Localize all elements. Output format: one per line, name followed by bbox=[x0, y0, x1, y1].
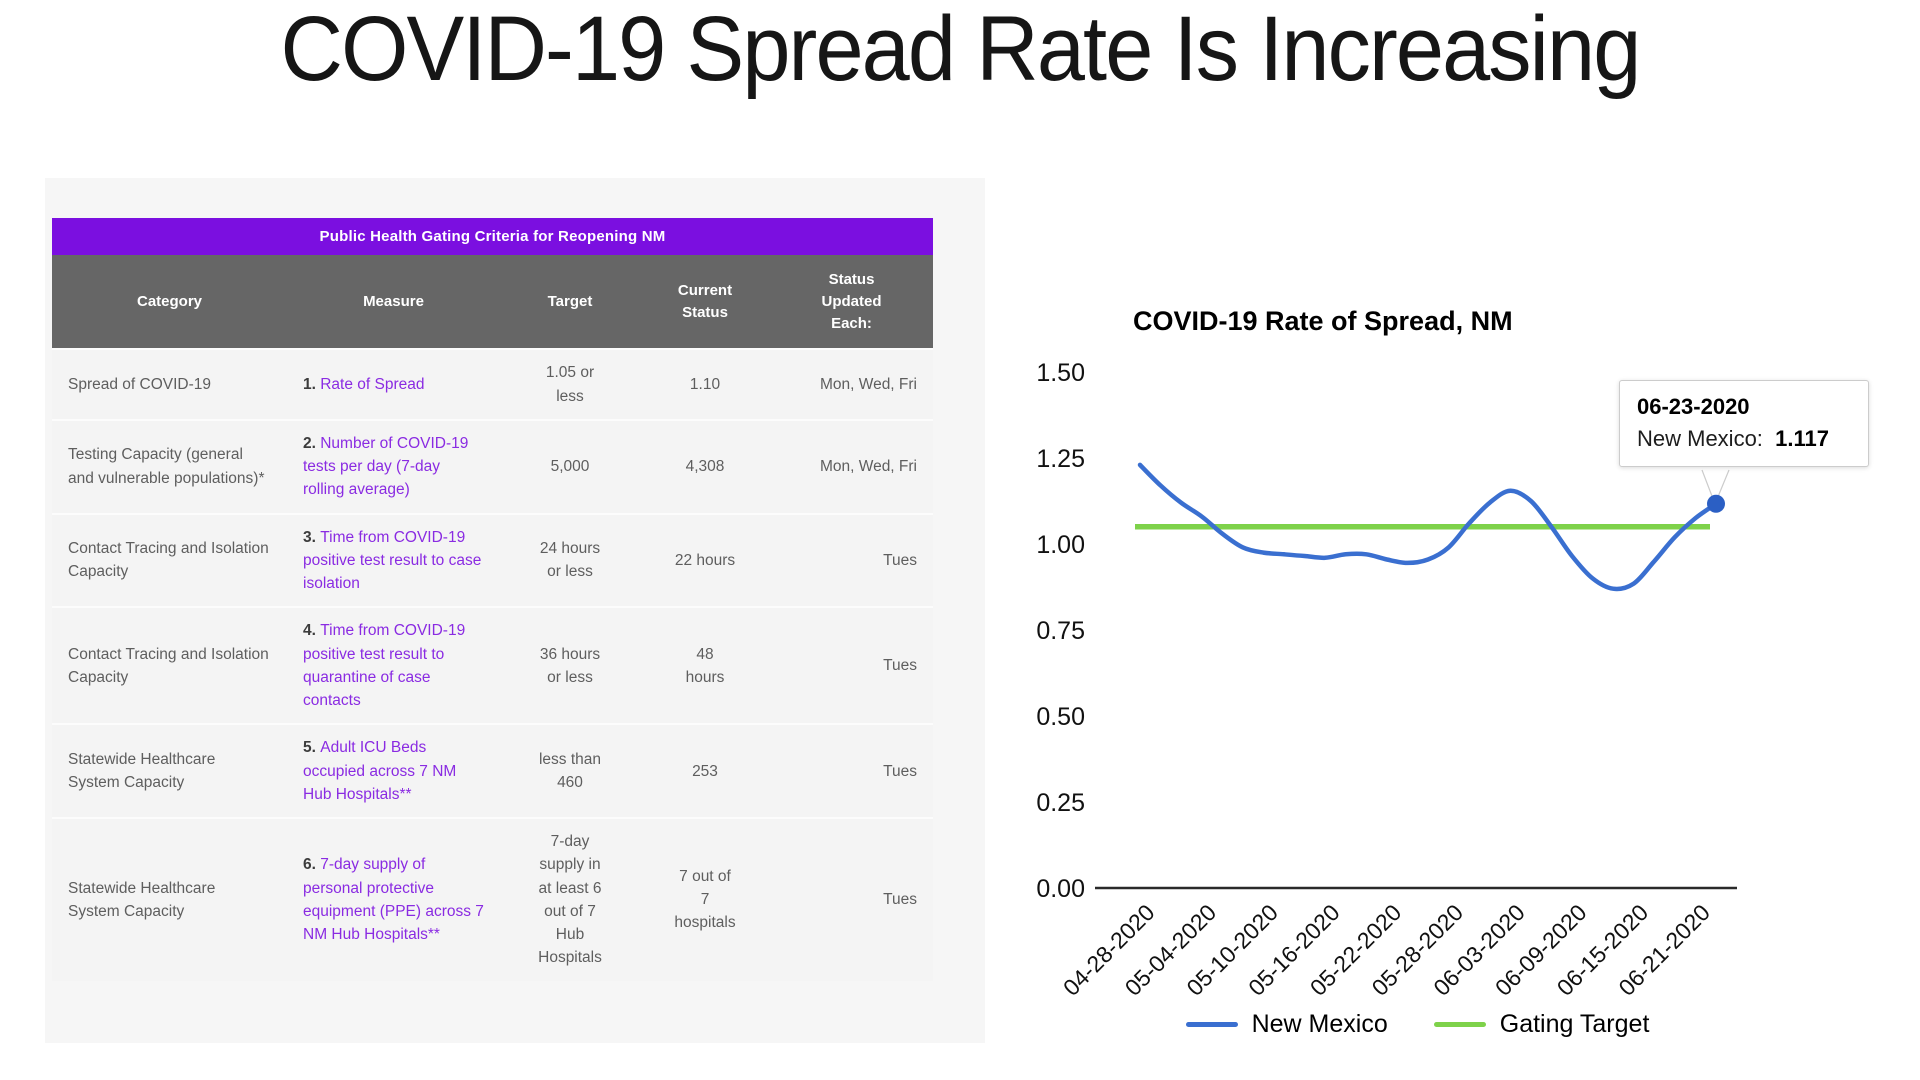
target-cell: 24 hours or less bbox=[500, 512, 640, 608]
legend-label: Gating Target bbox=[1499, 1010, 1650, 1038]
table-row: Contact Tracing and Isolation Capacity 3.… bbox=[52, 512, 933, 608]
updated-cell: Tues bbox=[770, 512, 933, 608]
current-status-cell: 253 bbox=[640, 723, 770, 818]
measure-number: 3. bbox=[303, 528, 321, 546]
table-row: Spread of COVID-19 1. Rate of Spread 1.05 … bbox=[52, 348, 933, 420]
updated-cell: Tues bbox=[770, 723, 933, 818]
target-cell: 36 hours or less bbox=[500, 606, 640, 725]
current-status-cell: 1.10 bbox=[640, 348, 770, 420]
current-status-cell: 4,308 bbox=[640, 418, 770, 514]
measure-link[interactable]: Rate of Spread bbox=[320, 375, 425, 393]
measure-link[interactable]: Time from COVID-19 positive test result … bbox=[303, 622, 466, 709]
table-row: Statewide Healthcare System Capacity 6. 7… bbox=[52, 817, 933, 981]
legend-item: New Mexico bbox=[1185, 1010, 1388, 1039]
y-tick-label: 1.00 bbox=[1036, 531, 1085, 559]
measure-link[interactable]: 7-day supply of personal protective equi… bbox=[303, 856, 484, 943]
y-tick-label: 0.00 bbox=[1036, 875, 1085, 903]
current-status-cell: 7 out of 7 hospitals bbox=[640, 817, 770, 981]
slide-title: COVID-19 Spread Rate Is Increasing bbox=[280, 0, 1642, 100]
tooltip-series-label: New Mexico: bbox=[1637, 426, 1763, 451]
chart-legend: New Mexico Gating Target bbox=[1095, 1010, 1740, 1039]
tooltip-series-line: New Mexico: 1.117 bbox=[1637, 426, 1851, 452]
target-cell: 7-day supply in at least 6 out of 7 Hub … bbox=[500, 817, 640, 981]
current-status-cell: 22 hours bbox=[640, 512, 770, 608]
table-header-row: Category Measure Target Current Status S… bbox=[52, 255, 933, 350]
measure-link[interactable]: Adult ICU Beds occupied across 7 NM Hub … bbox=[303, 739, 457, 803]
col-header-target: Target bbox=[500, 255, 640, 350]
measure-cell: 4. Time from COVID-19 positive test resu… bbox=[287, 606, 500, 725]
data-point-marker[interactable] bbox=[1707, 494, 1725, 513]
measure-cell: 5. Adult ICU Beds occupied across 7 NM H… bbox=[287, 723, 500, 818]
updated-cell: Mon, Wed, Fri bbox=[770, 348, 933, 420]
category-cell: Contact Tracing and Isolation Capacity bbox=[52, 512, 287, 608]
tooltip-value: 1.117 bbox=[1775, 426, 1830, 451]
measure-number: 6. bbox=[303, 856, 321, 874]
col-header-measure: Measure bbox=[287, 255, 500, 350]
legend-label: New Mexico bbox=[1251, 1010, 1388, 1038]
table-banner: Public Health Gating Criteria for Reopen… bbox=[52, 218, 933, 255]
updated-cell: Tues bbox=[770, 606, 933, 725]
measure-number: 4. bbox=[303, 622, 321, 640]
tooltip-date: 06-23-2020 bbox=[1637, 394, 1750, 419]
measure-link[interactable]: Time from COVID-19 positive test result … bbox=[303, 528, 482, 593]
gating-criteria-table: Public Health Gating Criteria for Reopen… bbox=[52, 218, 933, 981]
target-cell: 1.05 or less bbox=[500, 348, 640, 420]
y-tick-label: 1.50 bbox=[1036, 359, 1085, 387]
criteria-table: Category Measure Target Current Status S… bbox=[52, 255, 933, 981]
y-tick-label: 1.25 bbox=[1036, 445, 1085, 473]
table-row: Statewide Healthcare System Capacity 5. A… bbox=[52, 723, 933, 818]
col-header-category: Category bbox=[52, 255, 287, 350]
col-header-status-updated: Status Updated Each: bbox=[770, 255, 933, 350]
current-status-cell: 48 hours bbox=[640, 606, 770, 725]
chart-tooltip: 06-23-2020 New Mexico: 1.117 bbox=[1619, 380, 1869, 467]
measure-cell: 6. 7-day supply of personal protective e… bbox=[287, 817, 500, 981]
y-tick-label: 0.50 bbox=[1036, 703, 1085, 731]
target-cell: 5,000 bbox=[500, 418, 640, 514]
category-cell: Statewide Healthcare System Capacity bbox=[52, 723, 287, 818]
new-mexico-line bbox=[1137, 462, 1719, 592]
y-tick-label: 0.75 bbox=[1036, 617, 1085, 645]
table-row: Contact Tracing and Isolation Capacity 4.… bbox=[52, 606, 933, 725]
category-cell: Contact Tracing and Isolation Capacity bbox=[52, 606, 287, 725]
legend-item: Gating Target bbox=[1433, 1010, 1650, 1039]
updated-cell: Tues bbox=[770, 817, 933, 981]
measure-number: 2. bbox=[303, 434, 321, 452]
legend-swatch-gating-target bbox=[1433, 1022, 1486, 1027]
chart-title: COVID-19 Rate of Spread, NM bbox=[1133, 306, 1513, 336]
table-row: Testing Capacity (general and vulnerable… bbox=[52, 418, 933, 514]
updated-cell: Mon, Wed, Fri bbox=[770, 418, 933, 514]
measure-cell: 1. Rate of Spread bbox=[287, 348, 500, 420]
measure-cell: 3. Time from COVID-19 positive test resu… bbox=[287, 512, 500, 608]
measure-number: 5. bbox=[303, 739, 321, 757]
measure-number: 1. bbox=[303, 375, 321, 393]
target-cell: less than 460 bbox=[500, 723, 640, 818]
measure-link[interactable]: Number of COVID-19 tests per day (7-day … bbox=[303, 434, 469, 499]
y-tick-label: 0.25 bbox=[1036, 789, 1085, 817]
legend-swatch-new-mexico bbox=[1185, 1022, 1238, 1027]
category-cell: Spread of COVID-19 bbox=[52, 348, 287, 420]
category-cell: Statewide Healthcare System Capacity bbox=[52, 817, 287, 981]
measure-cell: 2. Number of COVID-19 tests per day (7-d… bbox=[287, 418, 500, 514]
col-header-current-status: Current Status bbox=[640, 255, 770, 350]
category-cell: Testing Capacity (general and vulnerable… bbox=[52, 418, 287, 514]
